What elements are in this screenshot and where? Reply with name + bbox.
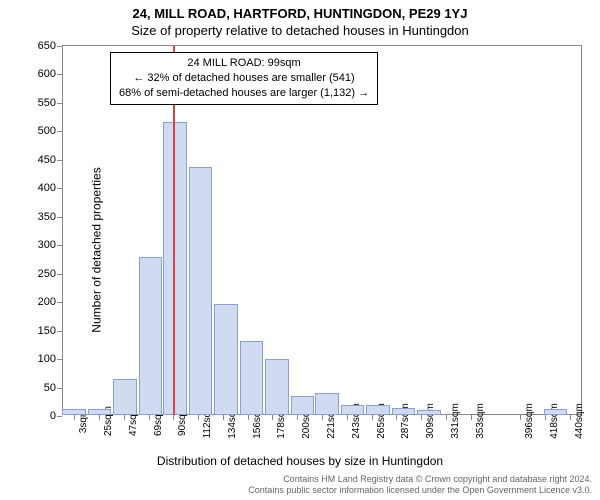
annotation-line3: 68% of semi-detached houses are larger (… [119,86,369,101]
histogram-bar [139,257,163,415]
annotation-line2: ← 32% of detached houses are smaller (54… [119,71,369,86]
histogram-bar [88,409,112,415]
annotation-box: 24 MILL ROAD: 99sqm ← 32% of detached ho… [110,52,378,105]
x-tick-label: 309sqm [421,403,436,439]
histogram-bar [113,379,137,415]
x-axis-label: Distribution of detached houses by size … [157,454,443,468]
y-tick-label: 450 [38,154,62,166]
histogram-bar [417,410,441,415]
annotation-line1: 24 MILL ROAD: 99sqm [119,56,369,71]
y-tick-label: 650 [38,40,62,52]
histogram-bar [392,408,416,415]
chart-title-main: 24, MILL ROAD, HARTFORD, HUNTINGDON, PE2… [0,0,600,21]
x-tick-label: 353sqm [471,403,486,439]
y-tick-label: 300 [38,239,62,251]
y-tick-label: 400 [38,182,62,194]
y-tick-label: 50 [44,382,62,394]
y-tick-label: 350 [38,211,62,223]
y-tick-label: 100 [38,353,62,365]
y-tick-label: 550 [38,97,62,109]
histogram-bar [189,167,213,415]
histogram-bar [62,409,86,415]
footer-attribution: Contains HM Land Registry data © Crown c… [248,474,592,496]
histogram-bar [366,405,390,415]
y-tick-label: 200 [38,296,62,308]
y-tick-label: 250 [38,268,62,280]
histogram-bar [265,359,289,415]
histogram-bar [315,393,339,415]
footer-line1: Contains HM Land Registry data © Crown c… [248,474,592,485]
x-tick-label: 331sqm [446,403,461,439]
x-tick-label: 440sqm [570,403,585,439]
histogram-bar [291,396,315,415]
y-tick-label: 500 [38,125,62,137]
x-tick-label: 396sqm [520,403,535,439]
histogram-bar [544,409,568,415]
y-tick-label: 150 [38,325,62,337]
histogram-bar [240,341,264,415]
footer-line2: Contains public sector information licen… [248,485,592,496]
histogram-bar [214,304,238,415]
chart-plot-area: 0501001502002503003504004505005506006503… [62,45,582,415]
y-tick-label: 600 [38,68,62,80]
y-tick-label: 0 [50,410,62,422]
chart-title-sub: Size of property relative to detached ho… [0,21,600,38]
histogram-bar [341,405,365,415]
